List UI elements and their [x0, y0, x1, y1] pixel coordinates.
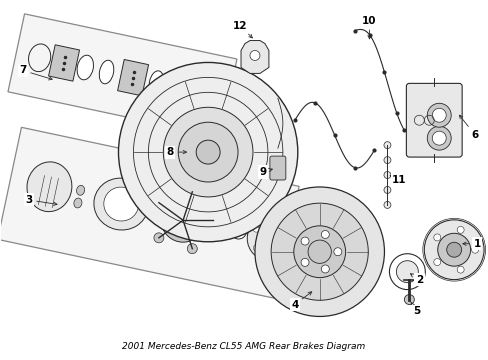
Circle shape: [118, 62, 297, 242]
Circle shape: [321, 230, 328, 238]
Ellipse shape: [215, 222, 225, 234]
Ellipse shape: [230, 221, 246, 239]
Circle shape: [307, 240, 331, 264]
Circle shape: [321, 265, 328, 273]
Text: 8: 8: [166, 147, 186, 157]
Ellipse shape: [103, 187, 139, 221]
Ellipse shape: [149, 71, 163, 94]
Circle shape: [301, 258, 308, 266]
Ellipse shape: [77, 55, 93, 80]
Polygon shape: [117, 59, 148, 96]
FancyBboxPatch shape: [269, 156, 285, 180]
Circle shape: [270, 251, 277, 257]
Circle shape: [433, 234, 440, 241]
Circle shape: [154, 198, 163, 208]
Circle shape: [187, 187, 197, 197]
Polygon shape: [241, 41, 268, 73]
Ellipse shape: [250, 228, 258, 237]
Circle shape: [431, 131, 446, 145]
Circle shape: [177, 214, 189, 226]
Text: 9: 9: [259, 167, 272, 177]
Circle shape: [433, 258, 440, 266]
Ellipse shape: [234, 225, 243, 235]
Circle shape: [431, 108, 446, 122]
Polygon shape: [0, 127, 299, 298]
Circle shape: [383, 171, 390, 179]
Circle shape: [383, 201, 390, 208]
Circle shape: [254, 187, 384, 316]
Ellipse shape: [172, 80, 183, 94]
Ellipse shape: [210, 217, 230, 239]
Text: 1: 1: [462, 239, 480, 249]
FancyBboxPatch shape: [406, 84, 461, 157]
Circle shape: [249, 50, 260, 60]
Text: 2001 Mercedes-Benz CL55 AMG Rear Brakes Diagram: 2001 Mercedes-Benz CL55 AMG Rear Brakes …: [122, 342, 365, 351]
Text: 6: 6: [459, 115, 478, 140]
Circle shape: [424, 220, 483, 280]
Circle shape: [396, 261, 417, 283]
Text: 7: 7: [19, 66, 52, 80]
Circle shape: [456, 226, 463, 233]
Circle shape: [154, 233, 163, 243]
Text: 11: 11: [389, 175, 406, 185]
Ellipse shape: [94, 178, 148, 230]
Circle shape: [253, 245, 259, 251]
Circle shape: [207, 215, 218, 225]
Circle shape: [404, 294, 413, 305]
Circle shape: [187, 244, 197, 254]
Circle shape: [161, 198, 204, 242]
Circle shape: [427, 126, 450, 150]
Circle shape: [437, 233, 469, 266]
Text: 5: 5: [410, 302, 419, 316]
Ellipse shape: [168, 76, 186, 98]
Circle shape: [257, 226, 281, 251]
Text: 12: 12: [232, 21, 252, 38]
Circle shape: [333, 248, 341, 256]
Polygon shape: [8, 14, 237, 137]
Circle shape: [253, 226, 259, 232]
Circle shape: [247, 217, 290, 261]
Polygon shape: [48, 45, 80, 81]
Circle shape: [270, 203, 367, 300]
Ellipse shape: [77, 185, 84, 195]
Text: 2: 2: [409, 274, 422, 285]
Circle shape: [163, 107, 252, 197]
Text: 10: 10: [362, 15, 376, 39]
Circle shape: [383, 157, 390, 163]
Text: 4: 4: [290, 292, 311, 310]
Circle shape: [427, 103, 450, 127]
Ellipse shape: [99, 60, 114, 84]
Ellipse shape: [27, 162, 72, 212]
Circle shape: [270, 220, 277, 226]
Circle shape: [301, 237, 308, 245]
Circle shape: [383, 186, 390, 193]
Ellipse shape: [74, 198, 82, 208]
Circle shape: [178, 122, 238, 182]
Circle shape: [388, 254, 425, 289]
Text: 3: 3: [25, 195, 57, 206]
Circle shape: [446, 242, 461, 257]
Circle shape: [169, 206, 197, 234]
Circle shape: [383, 141, 390, 149]
Circle shape: [196, 140, 220, 164]
Circle shape: [470, 246, 478, 253]
Circle shape: [282, 235, 287, 242]
Circle shape: [456, 266, 463, 273]
Circle shape: [293, 226, 345, 278]
Ellipse shape: [247, 224, 261, 240]
